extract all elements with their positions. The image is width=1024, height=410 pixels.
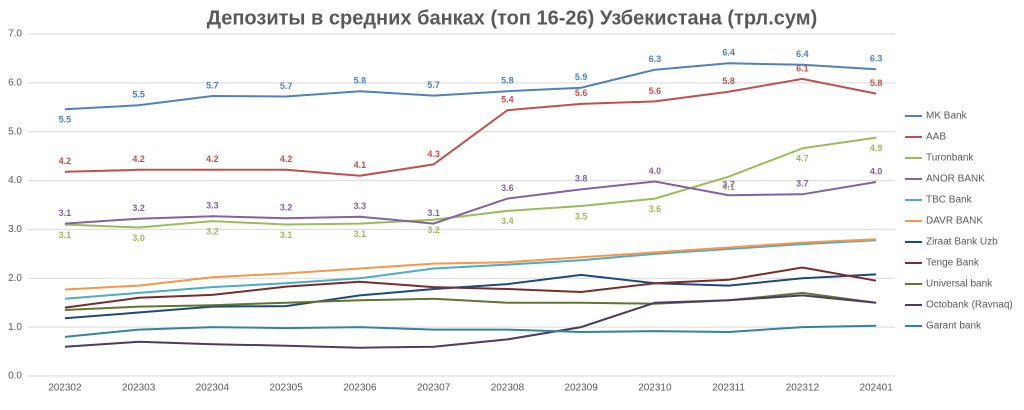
data-label: 3.7 bbox=[722, 180, 735, 190]
legend-label: Tenge Bank bbox=[926, 258, 980, 269]
data-label: 4.0 bbox=[649, 166, 662, 176]
series-line bbox=[64, 294, 877, 349]
data-label: 4.0 bbox=[870, 166, 883, 176]
data-label: 3.1 bbox=[59, 208, 72, 218]
data-label: 4.2 bbox=[280, 154, 293, 164]
data-label: 3.3 bbox=[206, 201, 219, 211]
data-label: 3.7 bbox=[796, 179, 809, 189]
x-tick-label: 202309 bbox=[564, 383, 598, 394]
data-label: 6.4 bbox=[796, 49, 809, 59]
data-label: 3.2 bbox=[427, 225, 440, 235]
x-tick-label: 202401 bbox=[859, 383, 893, 394]
data-label: 5.6 bbox=[575, 88, 588, 98]
y-tick-label: 5.0 bbox=[8, 126, 22, 137]
data-label: 5.8 bbox=[354, 76, 367, 86]
series-line bbox=[64, 324, 877, 338]
legend-label: TBC Bank bbox=[926, 195, 973, 206]
data-label: 3.2 bbox=[206, 226, 219, 236]
x-tick-label: 202312 bbox=[786, 383, 820, 394]
data-label: 3.6 bbox=[501, 183, 514, 193]
data-label: 5.7 bbox=[280, 81, 293, 91]
x-tick-label: 202303 bbox=[122, 383, 156, 394]
x-tick-label: 202307 bbox=[417, 383, 451, 394]
legend-label: ANOR BANK bbox=[926, 174, 985, 185]
legend-label: Ziraat Bank Uzb bbox=[926, 237, 998, 248]
data-label: 4.9 bbox=[870, 143, 883, 153]
legend-label: MK Bank bbox=[926, 111, 968, 122]
x-tick-label: 202310 bbox=[638, 383, 672, 394]
legend-label: Garant bank bbox=[926, 321, 982, 332]
series-line bbox=[64, 239, 877, 300]
data-label: 5.8 bbox=[870, 78, 883, 88]
data-label: 6.1 bbox=[796, 63, 809, 73]
series-line bbox=[64, 77, 877, 177]
data-label: 4.3 bbox=[427, 149, 440, 159]
data-label: 5.9 bbox=[575, 72, 588, 82]
data-label: 3.2 bbox=[280, 203, 293, 213]
data-label: 6.4 bbox=[722, 48, 735, 58]
data-label: 3.1 bbox=[354, 229, 367, 239]
data-label: 3.1 bbox=[280, 230, 293, 240]
x-tick-label: 202304 bbox=[196, 383, 230, 394]
series-line bbox=[64, 273, 877, 320]
y-tick-label: 0.0 bbox=[8, 371, 22, 382]
legend-label: Octobank (Ravnaq) bbox=[926, 300, 1013, 311]
data-label: 3.4 bbox=[501, 216, 514, 226]
series-line bbox=[64, 136, 877, 229]
series-line bbox=[64, 266, 877, 309]
x-tick-label: 202308 bbox=[491, 383, 525, 394]
data-label: 5.4 bbox=[501, 95, 514, 105]
legend-label: Universal bank bbox=[926, 279, 993, 290]
data-label: 3.1 bbox=[427, 208, 440, 218]
series-line bbox=[64, 180, 877, 225]
x-tick-label: 202305 bbox=[269, 383, 303, 394]
y-tick-label: 2.0 bbox=[8, 273, 22, 284]
data-label: 4.2 bbox=[206, 154, 219, 164]
y-tick-label: 7.0 bbox=[8, 29, 22, 40]
data-label: 3.8 bbox=[575, 174, 588, 184]
y-tick-label: 6.0 bbox=[8, 77, 22, 88]
x-tick-label: 202306 bbox=[343, 383, 377, 394]
legend-label: DAVR BANK bbox=[926, 216, 983, 227]
data-label: 3.1 bbox=[59, 230, 72, 240]
data-label: 4.1 bbox=[354, 160, 367, 170]
data-label: 5.7 bbox=[427, 80, 440, 90]
series-line bbox=[64, 62, 877, 111]
series-line bbox=[64, 238, 877, 291]
data-label: 5.5 bbox=[132, 90, 145, 100]
x-tick-label: 202311 bbox=[712, 383, 745, 394]
y-tick-label: 1.0 bbox=[8, 322, 22, 333]
data-label: 5.8 bbox=[501, 76, 514, 86]
data-label: 5.6 bbox=[649, 86, 662, 96]
data-label: 5.8 bbox=[722, 76, 735, 86]
data-label: 3.5 bbox=[575, 211, 588, 221]
legend-label: Turonbank bbox=[926, 153, 974, 164]
data-label: 4.1 bbox=[722, 182, 735, 192]
data-label: 6.3 bbox=[649, 54, 662, 64]
legend-label: AAB bbox=[926, 132, 946, 143]
chart-title: Депозиты в средних банках (топ 16-26) Уз… bbox=[207, 7, 818, 29]
data-label: 6.3 bbox=[870, 54, 883, 64]
data-label: 3.0 bbox=[132, 233, 145, 243]
y-tick-label: 3.0 bbox=[8, 224, 22, 235]
x-tick-label: 202302 bbox=[48, 383, 82, 394]
data-label: 4.7 bbox=[796, 154, 809, 164]
y-tick-label: 4.0 bbox=[8, 175, 22, 186]
data-label: 4.2 bbox=[132, 154, 145, 164]
data-label: 3.2 bbox=[132, 203, 145, 213]
data-label: 4.2 bbox=[59, 156, 72, 166]
data-label: 3.3 bbox=[354, 201, 367, 211]
data-label: 5.5 bbox=[59, 115, 72, 125]
data-label: 5.7 bbox=[206, 80, 219, 90]
data-label: 3.6 bbox=[649, 204, 662, 214]
